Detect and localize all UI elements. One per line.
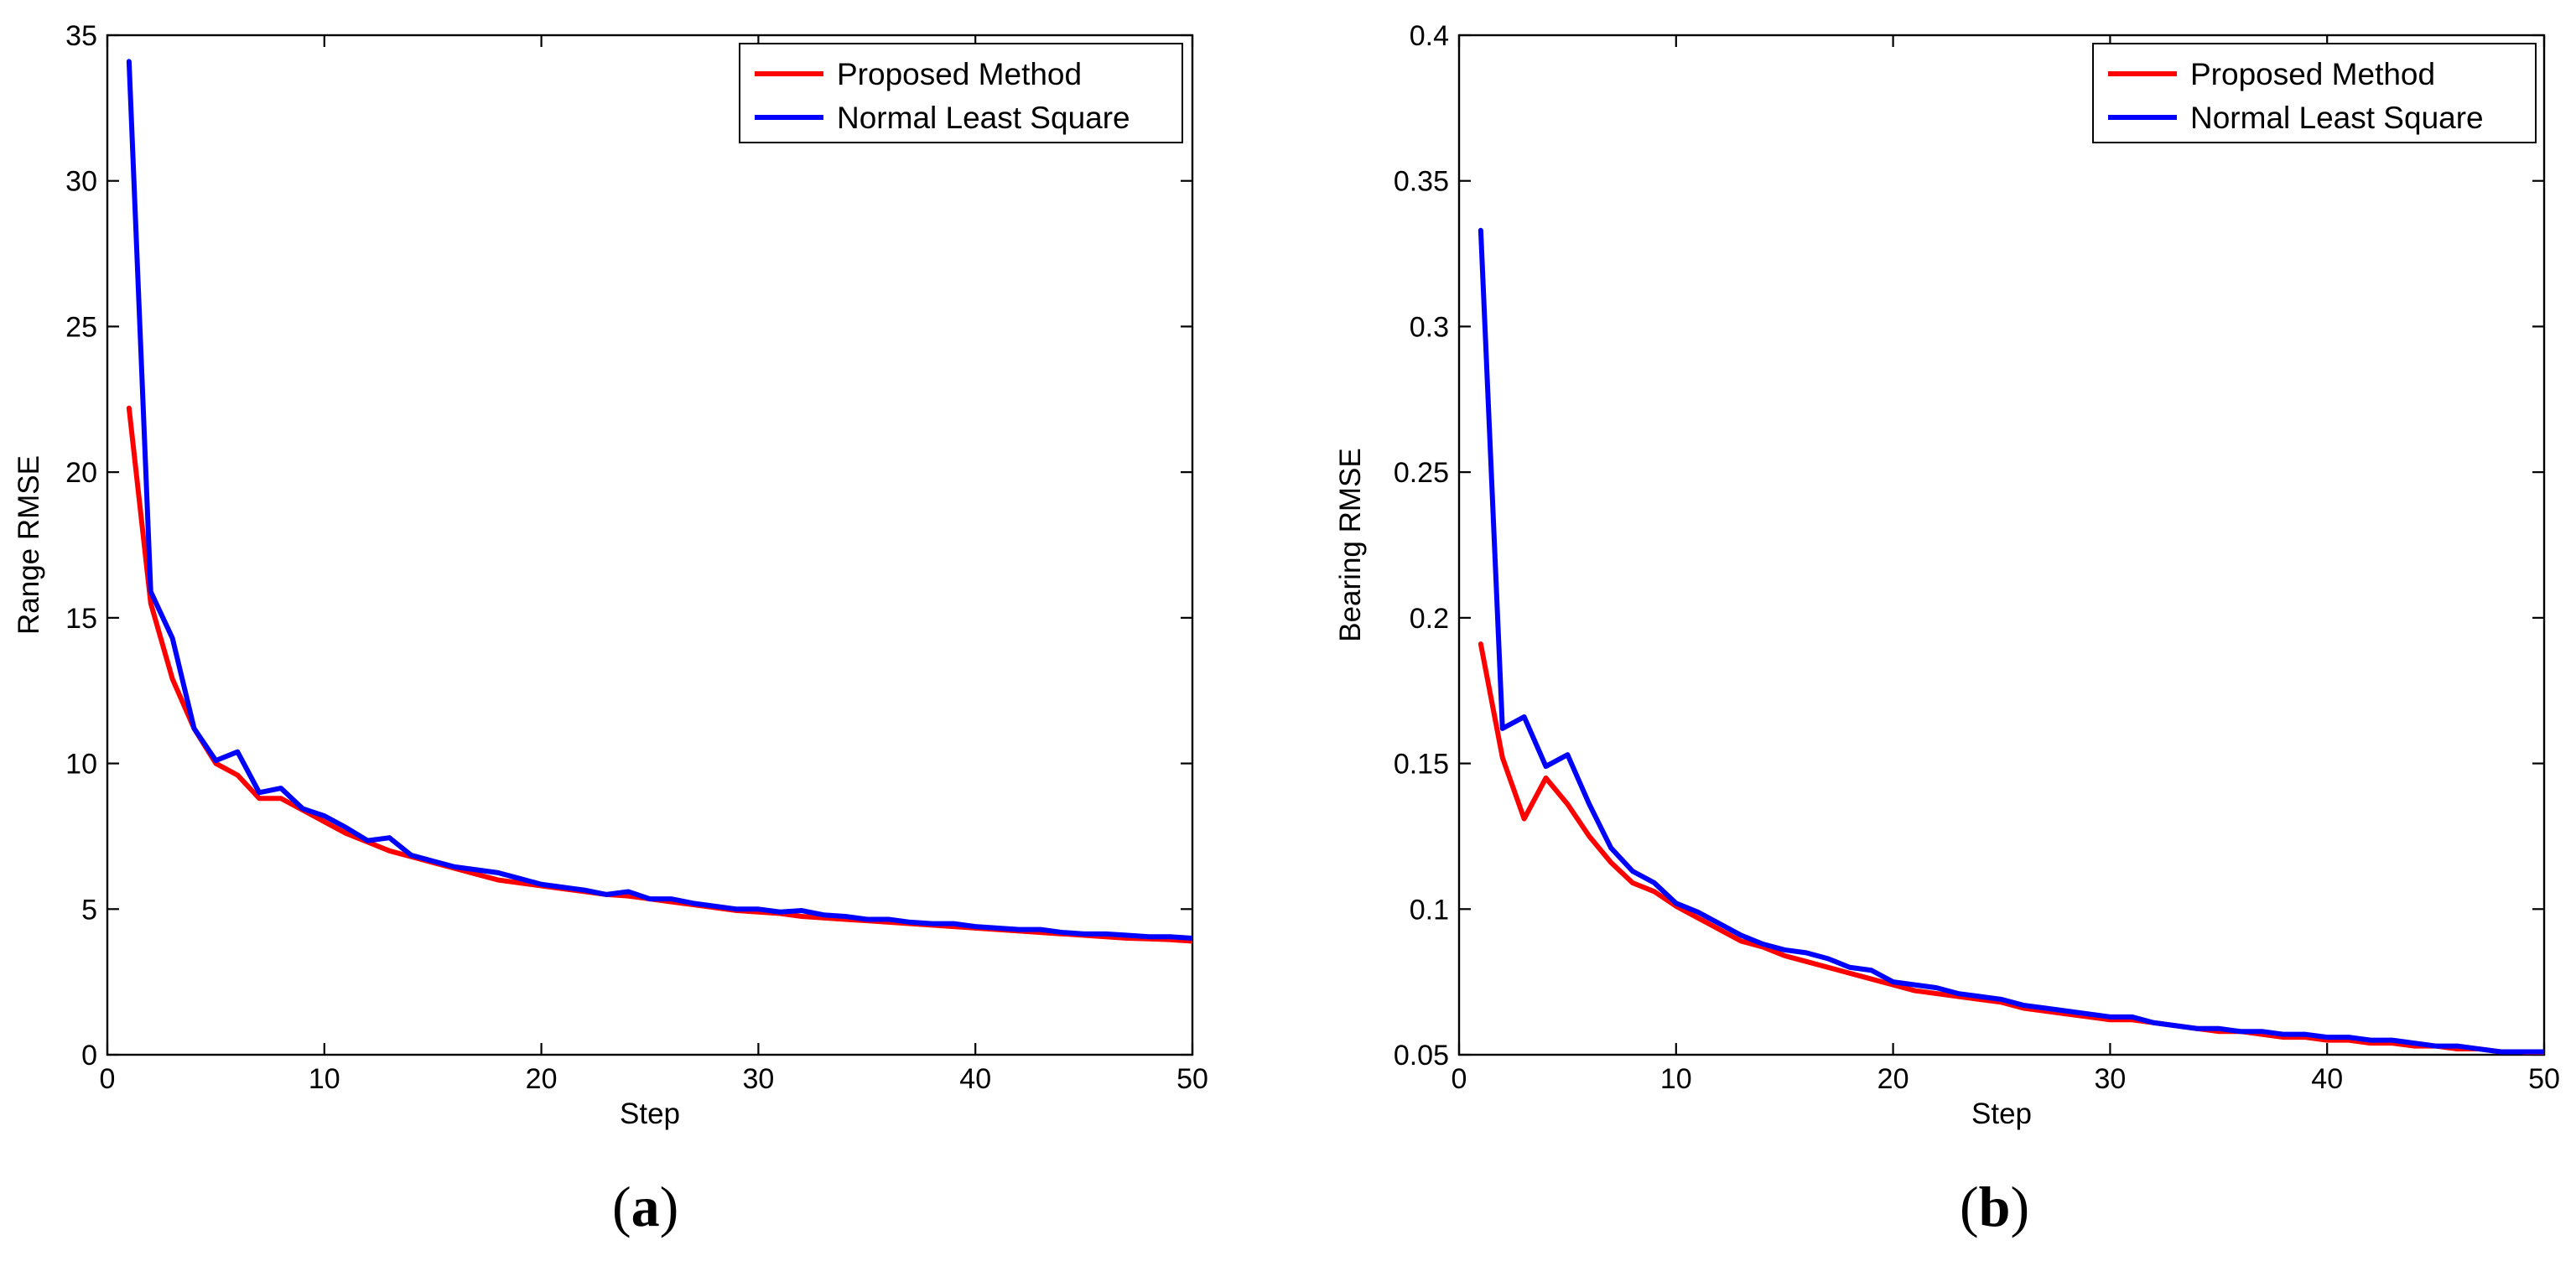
panel-label-open: (	[612, 1175, 631, 1238]
x-tick-label: 0	[1452, 1063, 1467, 1095]
series-line-normal-least-square	[1478, 227, 2544, 1055]
y-tick-label: 35	[65, 20, 97, 52]
y-tick-label: 0.1	[1410, 894, 1449, 926]
plot-area	[106, 34, 1194, 1056]
x-tick-label: 30	[742, 1063, 774, 1095]
x-tick-label: 0	[100, 1063, 116, 1095]
legend-box	[739, 43, 1183, 143]
x-tick-label: 20	[1877, 1063, 1909, 1095]
legend-label: Normal Least Square	[837, 101, 1130, 135]
legend: Proposed Method Normal Least Square	[739, 43, 1183, 143]
y-tick-label: 5	[81, 894, 97, 926]
y-tick-label: 0	[81, 1040, 97, 1072]
x-tick-label: 20	[526, 1063, 558, 1095]
series-line-proposed-method	[1478, 641, 2544, 1055]
y-tick-label: 0.25	[1394, 457, 1449, 489]
panel-label: (b)	[1960, 1175, 2029, 1238]
panel-label-close: )	[2010, 1175, 2029, 1238]
x-tick-label: 10	[309, 1063, 340, 1095]
panel-label-letter: b	[1979, 1175, 2011, 1238]
y-axis-title: Bearing RMSE	[1334, 448, 1367, 641]
chart-panel-b: 0 10 20 30 40 50 0.05 0.1 0.15 0.2 0.25 0.3 0.35 0.4 S…	[1334, 20, 2560, 1238]
legend: Proposed Method Normal Least Square	[2092, 43, 2537, 143]
x-tick-label: 50	[1176, 1063, 1208, 1095]
legend-box	[2092, 43, 2537, 143]
panel-label-close: )	[660, 1175, 679, 1238]
y-tick-label: 15	[65, 603, 97, 635]
y-tick-label: 0.35	[1394, 166, 1449, 198]
y-tick-label: 0.2	[1410, 603, 1449, 635]
y-tick-label: 0.05	[1394, 1040, 1449, 1072]
legend-label: Proposed Method	[2190, 57, 2435, 91]
y-tick-label: 20	[65, 457, 97, 489]
x-axis-title: Step	[1971, 1098, 2032, 1130]
y-tick-label: 10	[65, 749, 97, 781]
plot-area	[1457, 34, 2546, 1056]
legend-label: Proposed Method	[837, 57, 1082, 91]
series-line-normal-least-square	[126, 59, 1192, 942]
panel-label: (a)	[612, 1175, 678, 1238]
x-tick-label: 50	[2528, 1063, 2560, 1095]
x-tick-label: 40	[959, 1063, 991, 1095]
y-tick-label: 0.15	[1394, 749, 1449, 781]
panel-label-open: (	[1960, 1175, 1979, 1238]
y-tick-label: 30	[65, 166, 97, 198]
panel-label-letter: a	[631, 1175, 660, 1238]
x-tick-label: 30	[2094, 1063, 2126, 1095]
x-tick-label: 10	[1660, 1063, 1692, 1095]
x-tick-label: 40	[2311, 1063, 2343, 1095]
y-tick-label: 0.3	[1410, 311, 1449, 343]
y-tick-label: 0.4	[1410, 20, 1449, 52]
x-axis-title: Step	[620, 1098, 680, 1130]
chart-panel-a: 0 10 20 30 40 50 0 5 10 15 20 25 30 35 Step Range RMSE P…	[13, 20, 1208, 1238]
y-axis-title: Range RMSE	[13, 455, 45, 635]
legend-label: Normal Least Square	[2190, 101, 2484, 135]
y-tick-label: 25	[65, 311, 97, 343]
